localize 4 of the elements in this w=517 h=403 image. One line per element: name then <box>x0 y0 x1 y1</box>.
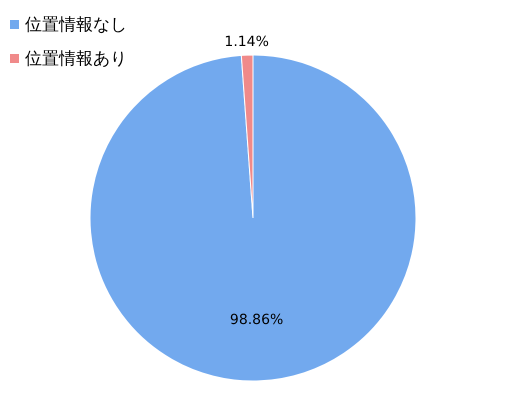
data-label: 98.86% <box>230 312 284 328</box>
data-label: 1.14% <box>224 34 269 50</box>
legend-label: 位置情報あり <box>25 49 127 69</box>
legend-label: 位置情報なし <box>25 15 127 35</box>
